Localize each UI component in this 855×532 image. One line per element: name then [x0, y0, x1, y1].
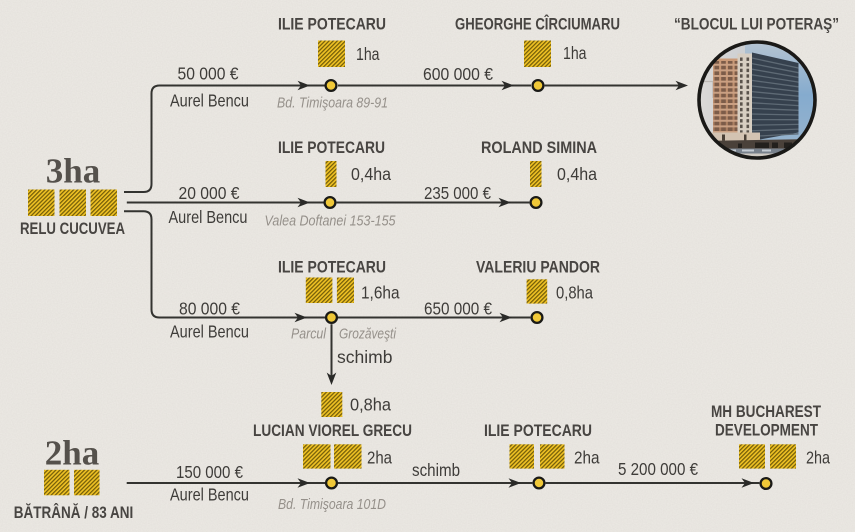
- svg-text:0,4ha: 0,4ha: [351, 164, 391, 184]
- svg-text:Bd. Timişoara 89-91: Bd. Timişoara 89-91: [277, 96, 388, 112]
- svg-text:Valea Doftanei 153-155: Valea Doftanei 153-155: [265, 214, 397, 230]
- svg-text:1ha: 1ha: [563, 43, 587, 63]
- svg-text:schimb: schimb: [412, 460, 460, 480]
- svg-text:1,6ha: 1,6ha: [361, 283, 400, 303]
- svg-text:schimb: schimb: [337, 347, 392, 367]
- svg-text:ILIE POTECARU: ILIE POTECARU: [278, 16, 386, 34]
- svg-text:ILIE POTECARU: ILIE POTECARU: [278, 139, 385, 157]
- svg-text:150 000 €: 150 000 €: [176, 462, 243, 482]
- svg-text:Aurel Bencu: Aurel Bencu: [170, 322, 249, 342]
- svg-text:Grozăveşti: Grozăveşti: [339, 327, 397, 343]
- svg-text:0,8ha: 0,8ha: [556, 283, 593, 303]
- svg-text:MH BUCHAREST: MH BUCHAREST: [711, 403, 821, 421]
- svg-text:ROLAND SIMINA: ROLAND SIMINA: [481, 139, 597, 157]
- svg-text:0,4ha: 0,4ha: [557, 164, 597, 184]
- svg-text:Bd. Timişoara 101D: Bd. Timişoara 101D: [278, 497, 386, 513]
- svg-text:Aurel Bencu: Aurel Bencu: [169, 207, 248, 227]
- svg-text:20 000 €: 20 000 €: [179, 183, 240, 203]
- svg-text:2ha: 2ha: [806, 448, 830, 468]
- svg-text:ILIE POTECARU: ILIE POTECARU: [484, 422, 592, 440]
- svg-text:ILIE POTECARU: ILIE POTECARU: [278, 259, 386, 277]
- svg-text:0,8ha: 0,8ha: [350, 395, 391, 415]
- svg-text:600 000 €: 600 000 €: [423, 64, 493, 84]
- svg-text:1ha: 1ha: [356, 44, 380, 64]
- svg-text:Parcul: Parcul: [291, 327, 327, 343]
- svg-text:“BLOCUL LUI POTERAŞ”: “BLOCUL LUI POTERAŞ”: [674, 16, 839, 34]
- svg-text:235 000 €: 235 000 €: [424, 183, 491, 203]
- svg-text:VALERIU PANDOR: VALERIU PANDOR: [476, 259, 600, 277]
- svg-text:GHEORGHE CÎRCIUMARU: GHEORGHE CÎRCIUMARU: [455, 15, 620, 34]
- svg-text:BĂTRÂNĂ / 83 ANI: BĂTRÂNĂ / 83 ANI: [14, 503, 134, 522]
- svg-text:DEVELOPMENT: DEVELOPMENT: [715, 422, 818, 440]
- svg-text:3ha: 3ha: [46, 152, 100, 191]
- svg-text:2ha: 2ha: [367, 448, 392, 468]
- svg-text:2ha: 2ha: [45, 434, 99, 473]
- svg-text:2ha: 2ha: [574, 448, 600, 468]
- svg-text:5 200 000 €: 5 200 000 €: [618, 459, 698, 479]
- svg-text:50 000 €: 50 000 €: [178, 64, 239, 84]
- svg-text:Aurel Bencu: Aurel Bencu: [170, 485, 249, 505]
- svg-text:Aurel Bencu: Aurel Bencu: [170, 91, 249, 111]
- svg-text:80 000 €: 80 000 €: [179, 299, 240, 319]
- svg-text:RELU CUCUVEA: RELU CUCUVEA: [20, 220, 125, 238]
- svg-text:650 000 €: 650 000 €: [424, 299, 492, 319]
- svg-text:LUCIAN VIOREL GRECU: LUCIAN VIOREL GRECU: [253, 422, 412, 440]
